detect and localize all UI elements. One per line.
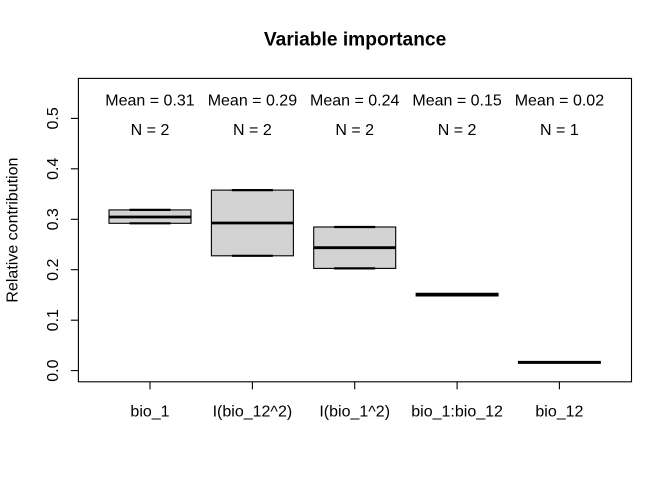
svg-text:0.5: 0.5 — [45, 107, 62, 129]
svg-text:0.0: 0.0 — [45, 359, 62, 381]
svg-text:Relative contribution: Relative contribution — [5, 158, 22, 303]
svg-text:bio_1: bio_1 — [130, 404, 169, 421]
svg-text:Mean = 0.31: Mean = 0.31 — [105, 92, 195, 109]
svg-text:bio_1:bio_12: bio_1:bio_12 — [411, 404, 503, 421]
svg-text:I(bio_12^2): I(bio_12^2) — [213, 404, 293, 421]
svg-text:N = 2: N = 2 — [438, 122, 477, 139]
svg-text:0.3: 0.3 — [45, 208, 62, 230]
svg-text:Mean = 0.29: Mean = 0.29 — [208, 92, 298, 109]
svg-text:I(bio_1^2): I(bio_1^2) — [319, 404, 390, 421]
svg-text:0.4: 0.4 — [45, 158, 62, 180]
svg-text:0.1: 0.1 — [45, 309, 62, 331]
svg-text:Variable importance: Variable importance — [264, 29, 447, 50]
svg-text:N = 1: N = 1 — [540, 122, 579, 139]
svg-text:N = 2: N = 2 — [335, 122, 374, 139]
svg-text:Mean = 0.15: Mean = 0.15 — [412, 92, 502, 109]
svg-text:Mean = 0.24: Mean = 0.24 — [310, 92, 400, 109]
svg-text:N = 2: N = 2 — [233, 122, 272, 139]
svg-text:bio_12: bio_12 — [535, 404, 583, 421]
svg-text:0.2: 0.2 — [45, 258, 62, 280]
svg-text:Mean = 0.02: Mean = 0.02 — [515, 92, 605, 109]
svg-text:N = 2: N = 2 — [131, 122, 170, 139]
